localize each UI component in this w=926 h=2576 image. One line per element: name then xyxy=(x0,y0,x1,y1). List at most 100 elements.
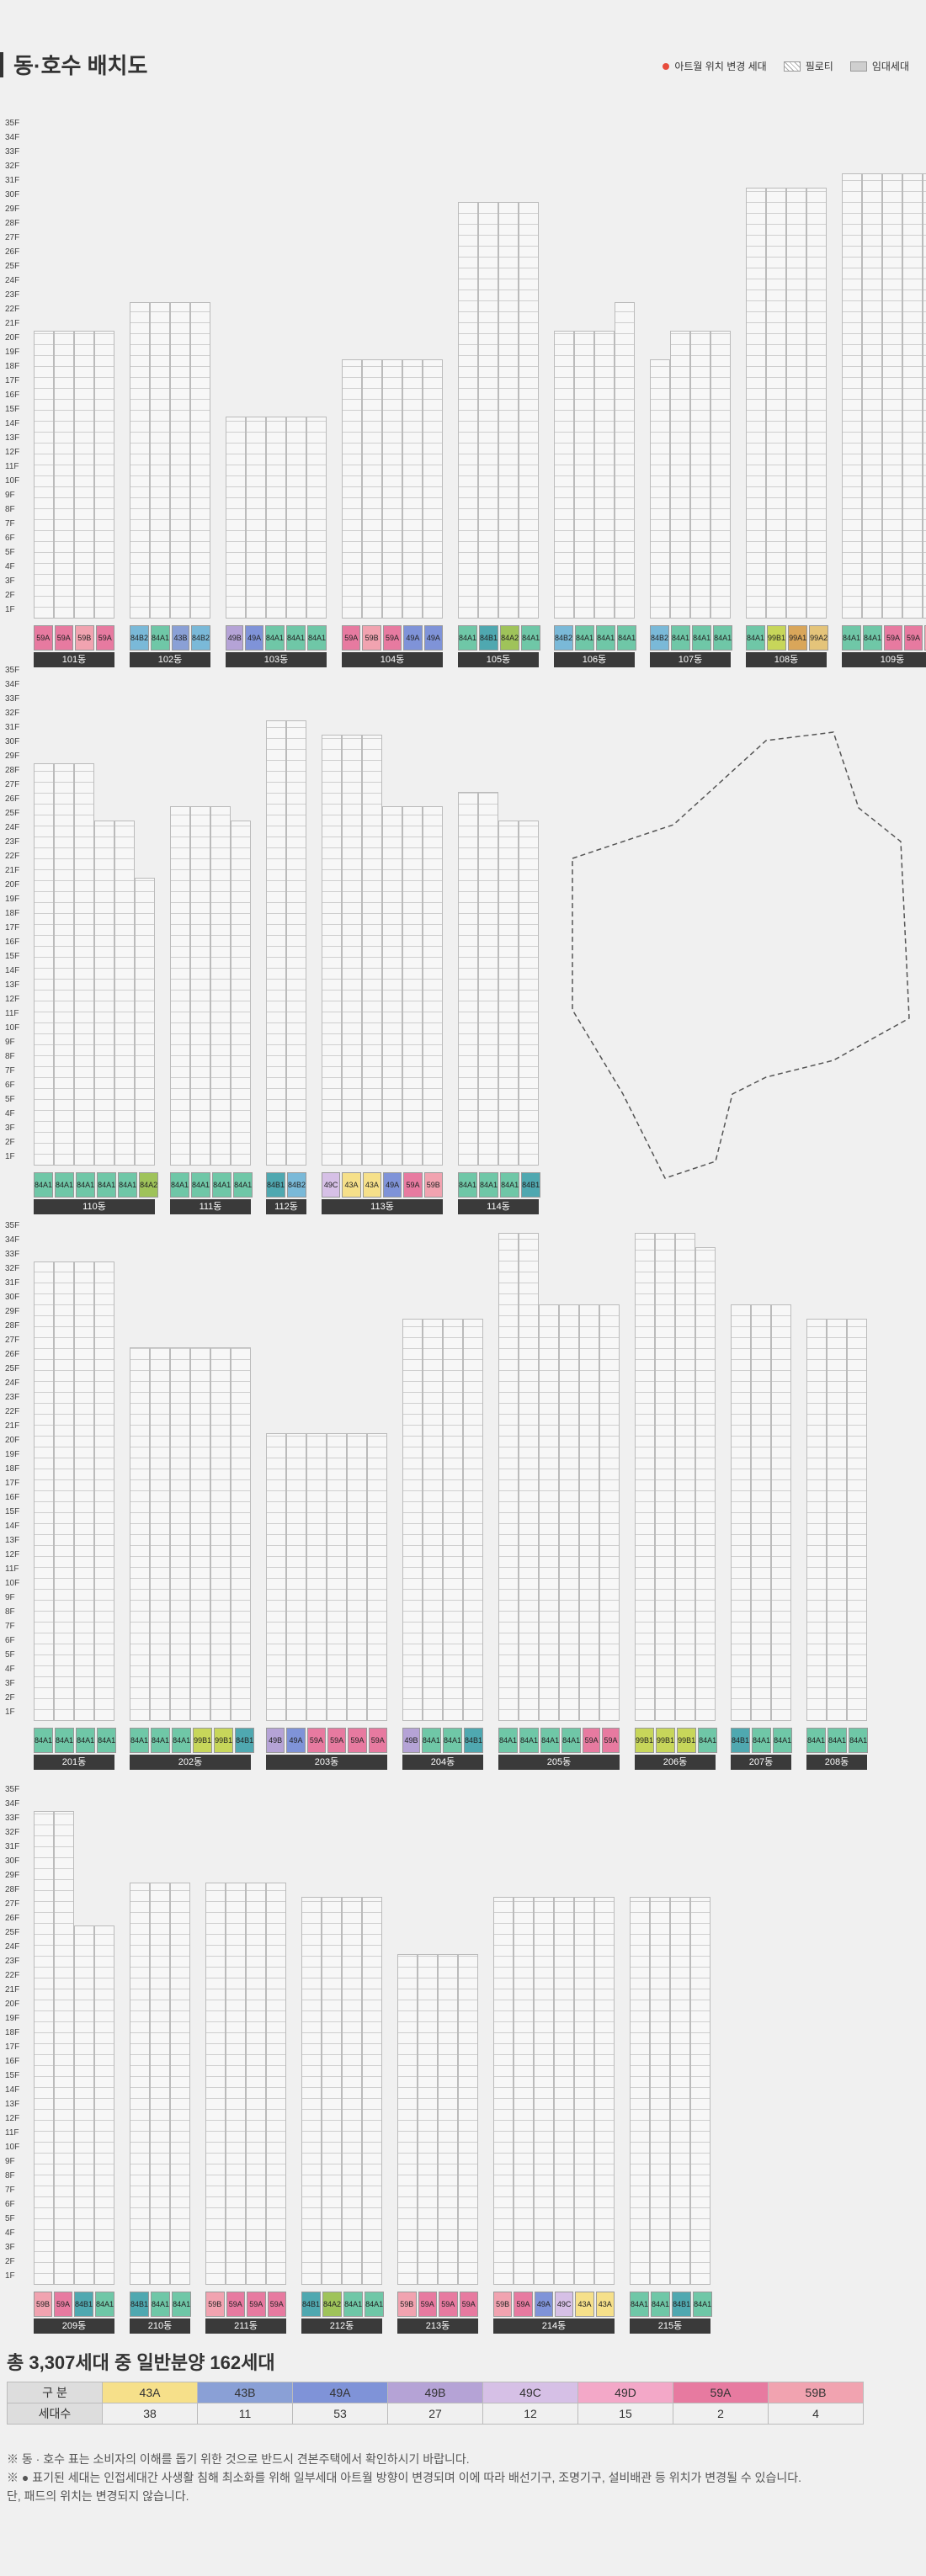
floor-label: 2F xyxy=(5,1693,15,1702)
building-label: 107동 xyxy=(650,652,731,667)
unit-column xyxy=(170,1883,190,2285)
unit-column xyxy=(827,1319,847,1721)
unit-type: 84B1 xyxy=(731,1728,751,1753)
building-label: 112동 xyxy=(266,1199,306,1214)
summary-type: 49C xyxy=(482,2382,578,2403)
unit-column xyxy=(514,1897,534,2285)
unit-type: 59A xyxy=(418,2292,437,2317)
unit-type: 59B xyxy=(75,625,94,651)
unit-column xyxy=(301,1897,322,2285)
summary-type: 49A xyxy=(292,2382,388,2403)
site-map xyxy=(556,707,918,1187)
floor-label: 20F xyxy=(5,333,20,343)
floor-label: 27F xyxy=(5,1899,20,1909)
title-bar-accent xyxy=(0,52,3,77)
building-label: 208동 xyxy=(806,1755,867,1770)
floor-label: 6F xyxy=(5,1636,15,1645)
unit-type: 84A1 xyxy=(630,2292,650,2317)
note: 단, 패드의 위치는 변경되지 않습니다. xyxy=(7,2489,189,2503)
unit-type: 84B1 xyxy=(130,2292,150,2317)
building-label: 215동 xyxy=(630,2318,710,2334)
unit-column xyxy=(266,1883,286,2285)
floor-label: 6F xyxy=(5,2200,15,2209)
floor-label: 30F xyxy=(5,737,20,746)
unit-column xyxy=(246,417,266,619)
unit-column xyxy=(458,792,478,1166)
unit-column xyxy=(655,1233,675,1721)
unit-type: 99B1 xyxy=(214,1728,234,1753)
floor-label: 14F xyxy=(5,2085,20,2095)
unit-type: 84A1 xyxy=(97,1172,117,1198)
floor-label: 11F xyxy=(5,1009,19,1018)
unit-type: 84B2 xyxy=(190,625,210,651)
floor-label: 34F xyxy=(5,680,20,689)
building: 59B 59A 59A 59A 211동 xyxy=(205,1784,286,2352)
building-label: 201동 xyxy=(34,1755,114,1770)
floor-label: 14F xyxy=(5,966,20,975)
floor-label: 10F xyxy=(5,2143,20,2152)
type-row: 84A1 84A1 84A1 84A1 84A1 84A2 xyxy=(34,1172,159,1198)
unit-column xyxy=(170,806,190,1166)
unit-column xyxy=(574,331,594,619)
unit-column xyxy=(130,302,150,619)
type-row: 49C 43A 43A 49A 59A 59B xyxy=(322,1172,443,1198)
floor-label: 28F xyxy=(5,219,20,228)
summary-count-label: 세대수 xyxy=(7,2403,103,2425)
unit-type: 59A xyxy=(439,2292,458,2317)
unit-column xyxy=(630,1897,650,2285)
unit-type: 99A1 xyxy=(788,625,808,651)
unit-column xyxy=(766,188,786,619)
unit-column xyxy=(690,1897,710,2285)
floor-label: 5F xyxy=(5,1650,15,1660)
legend-label: 아트월 위치 변경 세대 xyxy=(674,61,767,72)
floor-label: 23F xyxy=(5,1957,20,1966)
building: 84A1 84A1 84A1 84A1 201동 xyxy=(34,1220,117,1788)
unit-type: 84A1 xyxy=(863,625,883,651)
building-label: 209동 xyxy=(34,2318,114,2334)
unit-column xyxy=(231,1347,251,1721)
unit-column xyxy=(54,763,74,1166)
floor-label: 22F xyxy=(5,305,20,314)
floor-label: 17F xyxy=(5,1479,20,1488)
unit-column xyxy=(286,720,306,1166)
floor-label: 7F xyxy=(5,2186,15,2195)
unit-type: 84A1 xyxy=(365,2292,385,2317)
floor-label: 29F xyxy=(5,204,20,214)
floor-label: 25F xyxy=(5,1364,20,1373)
type-row: 84A1 99B1 99A1 99A2 xyxy=(746,625,829,651)
unit-type: 59A xyxy=(403,1172,423,1198)
floor-label: 15F xyxy=(5,952,20,961)
type-row: 84A184A159A59A59B xyxy=(842,625,926,651)
unit-type: 59A xyxy=(306,1728,326,1753)
unit-type: 84A1 xyxy=(442,1728,462,1753)
unit-type: 59A xyxy=(382,625,402,651)
unit-type: 84B1 xyxy=(479,625,499,651)
floor-axis: 35F 34F 33F 32F 31F 30F 29F 28F 27F 26F 25F 24F 23F 2… xyxy=(5,665,29,1166)
type-row: 49B 49A 59A 59A 59A 59A xyxy=(266,1728,387,1753)
floor-label: 4F xyxy=(5,1109,15,1118)
unit-type: 84A1 xyxy=(500,1172,520,1198)
floor-label: 9F xyxy=(5,2157,15,2166)
type-row: 84A1 84B1 84A2 84A1 xyxy=(458,625,541,651)
unit-column xyxy=(34,763,54,1166)
floor-label: 35F xyxy=(5,1221,20,1230)
floor-label: 12F xyxy=(5,995,20,1004)
floor-label: 27F xyxy=(5,780,20,789)
type-row: 84B2 84A1 43B 84B2 xyxy=(130,625,210,651)
unit-column xyxy=(150,302,170,619)
unit-type: 43A xyxy=(362,1172,381,1198)
type-row: 99B1 99B1 99B1 84A1 xyxy=(635,1728,718,1753)
summary-count: 2 xyxy=(673,2403,769,2425)
building: 59A 59A 59B 59A 101동 xyxy=(34,118,114,686)
floor-label: 34F xyxy=(5,1799,20,1809)
type-row: 84A1 84A1 84A1 84B1 xyxy=(458,1172,541,1198)
unit-type: 59B xyxy=(423,1172,443,1198)
unit-type: 84B2 xyxy=(287,1172,307,1198)
floor-label: 2F xyxy=(5,591,15,600)
unit-type: 84A1 xyxy=(172,2292,192,2317)
floor-label: 30F xyxy=(5,1293,20,1302)
unit-column xyxy=(231,821,251,1166)
summary-type: 43B xyxy=(197,2382,293,2403)
floor-label: 19F xyxy=(5,348,20,357)
type-row: 49B 84A1 84A1 84B1 xyxy=(402,1728,483,1753)
